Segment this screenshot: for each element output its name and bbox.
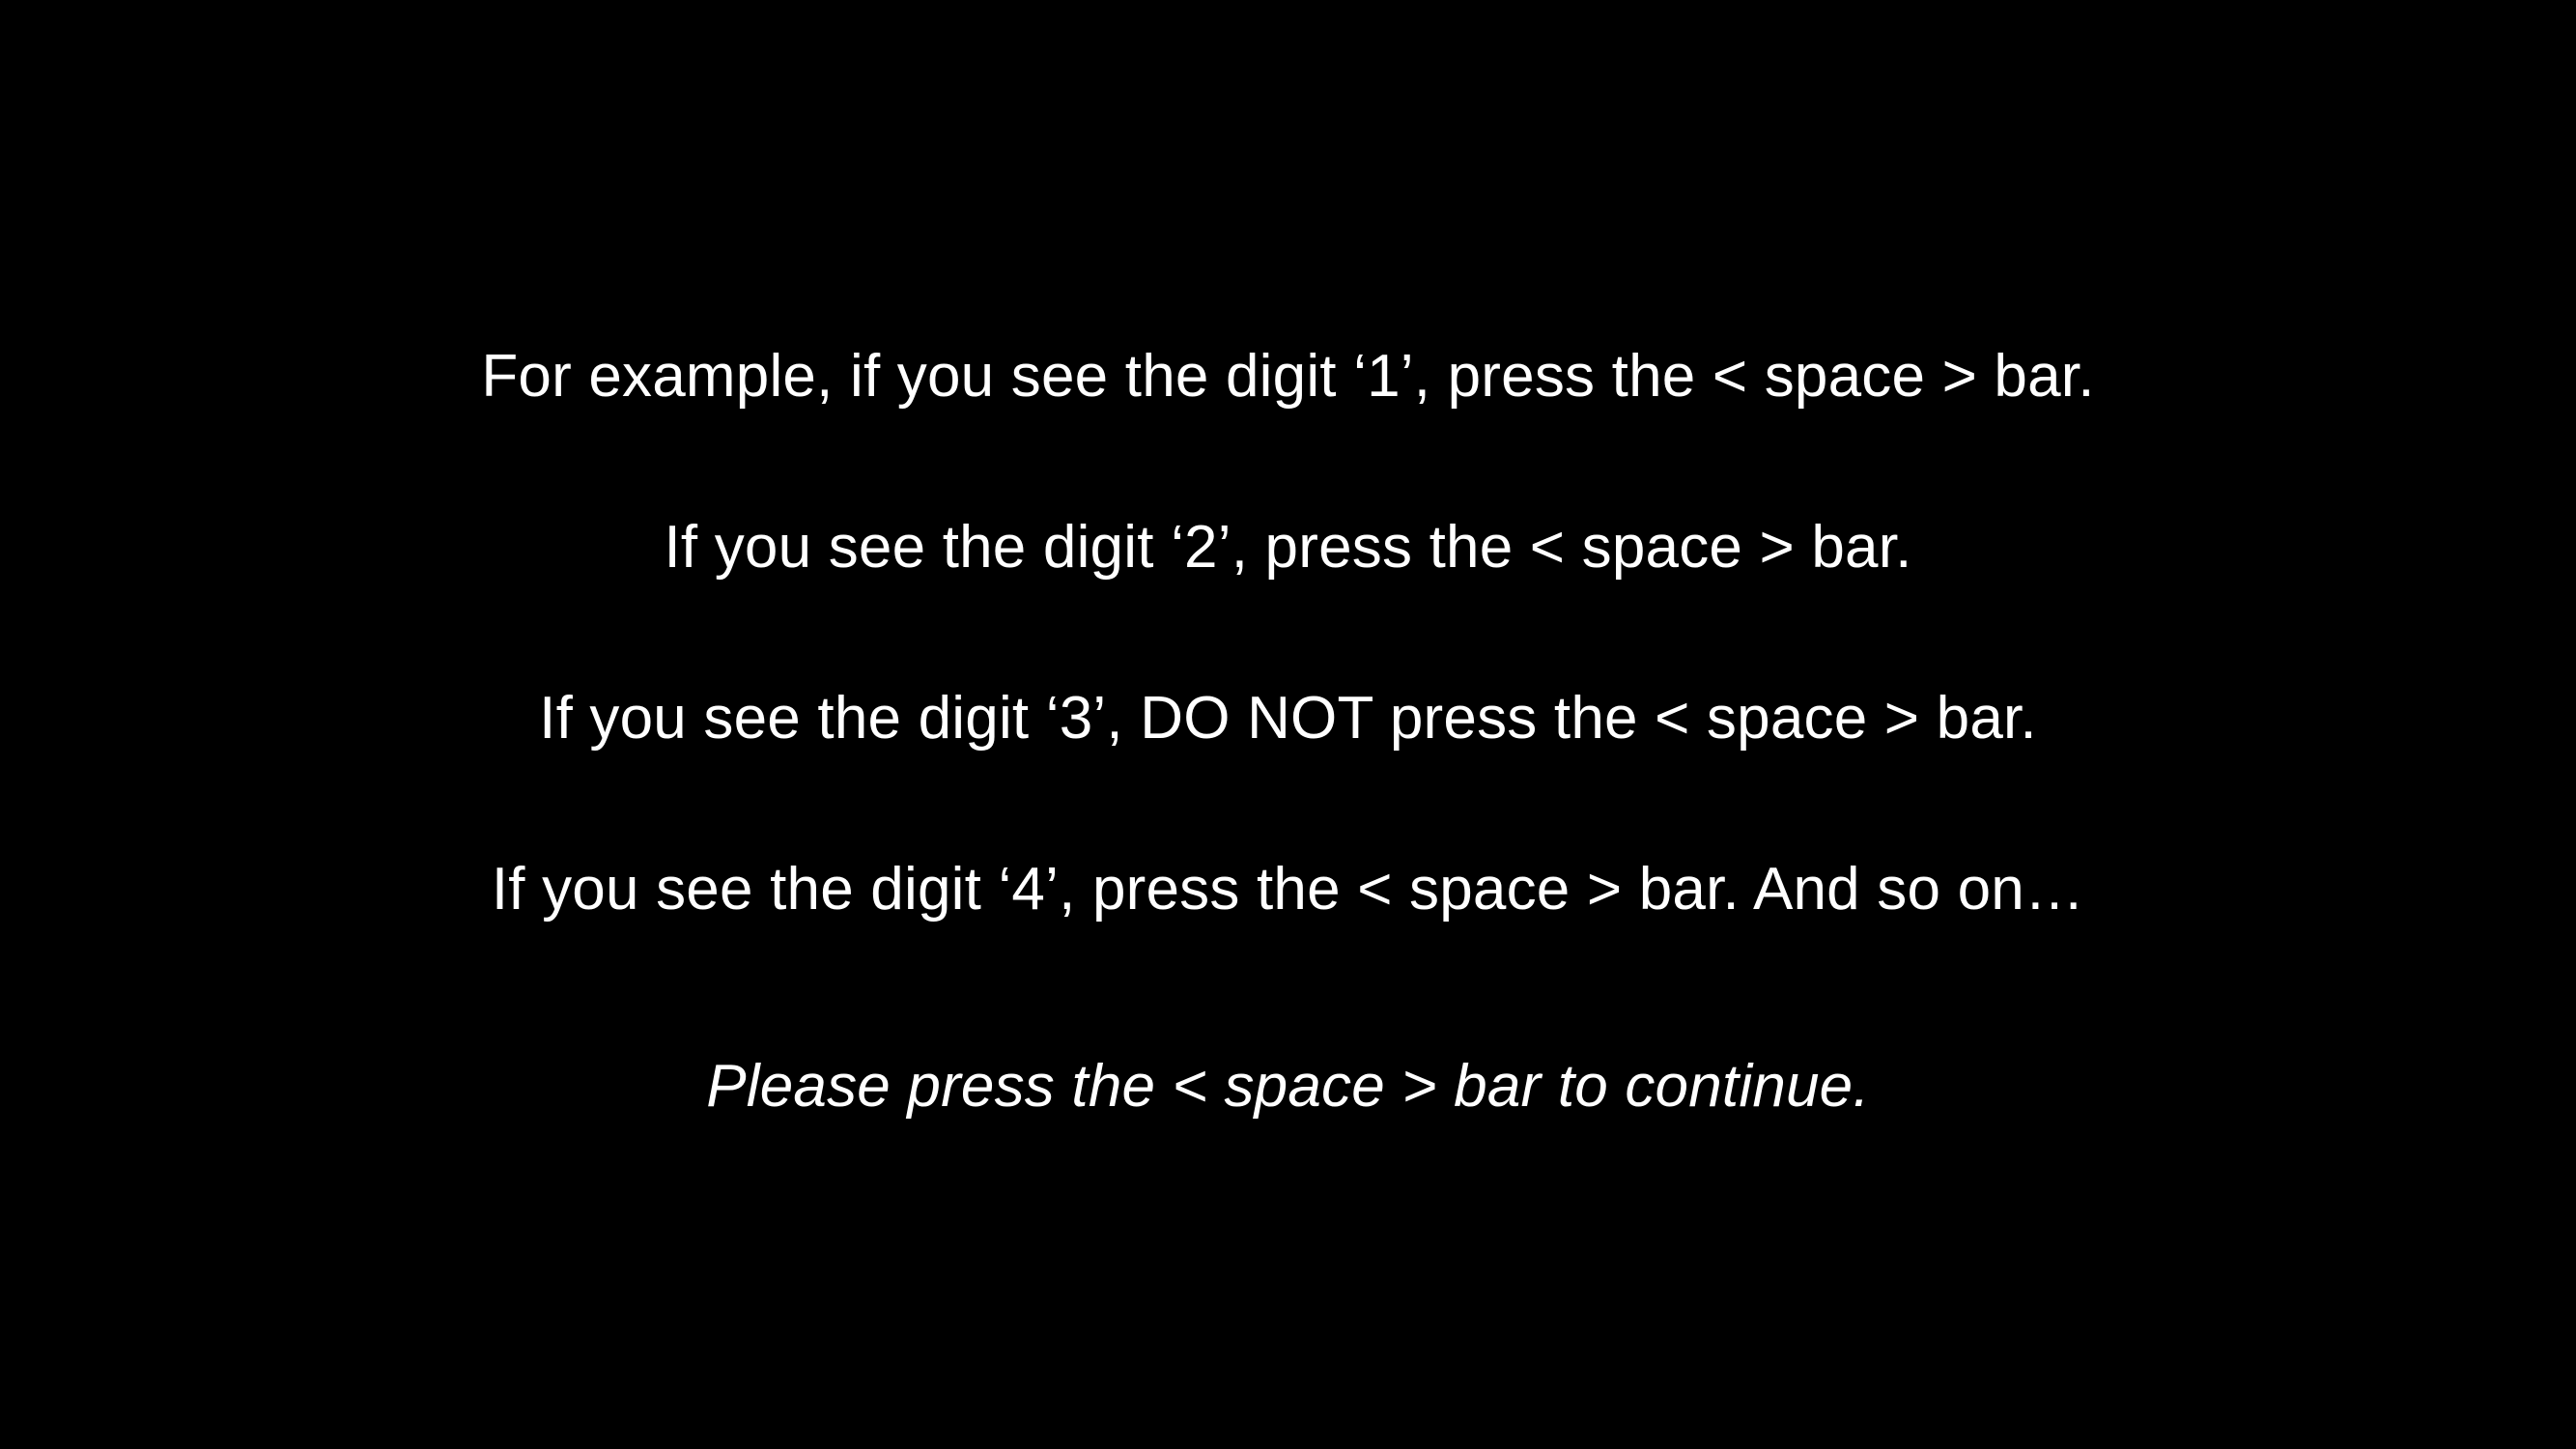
continue-prompt: Please press the < space > bar to contin… xyxy=(706,1053,1870,1120)
instruction-line-digit-2: If you see the digit ‘2’, press the < sp… xyxy=(664,514,1912,581)
instruction-line-digit-1: For example, if you see the digit ‘1’, p… xyxy=(481,343,2095,410)
instruction-line-digit-4: If you see the digit ‘4’, press the < sp… xyxy=(491,856,2085,923)
instruction-line-digit-3: If you see the digit ‘3’, DO NOT press t… xyxy=(539,685,2037,752)
